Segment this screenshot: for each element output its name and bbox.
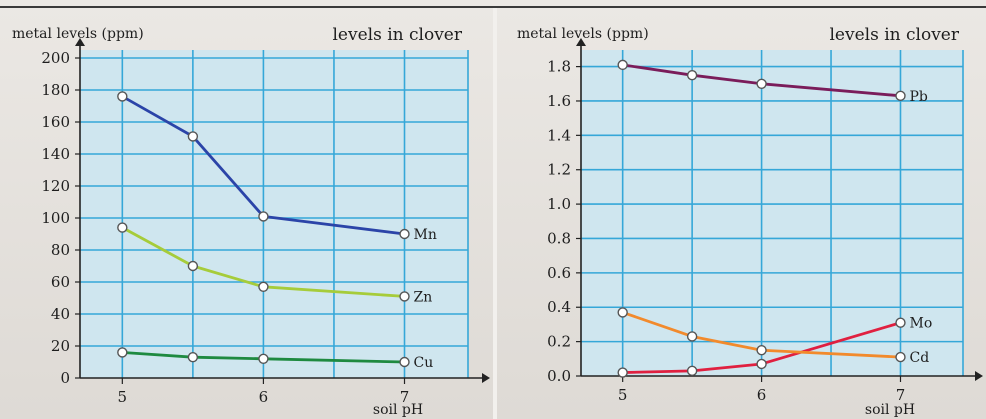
plot-area bbox=[581, 50, 963, 376]
y-tick-label: 1.8 bbox=[547, 58, 571, 76]
data-point-cd bbox=[686, 331, 698, 342]
data-point-cd bbox=[756, 345, 767, 356]
y-tick-label: 0 bbox=[60, 369, 70, 387]
x-tick-label: 6 bbox=[259, 388, 269, 406]
y-tick-label: 1.4 bbox=[547, 126, 571, 144]
series-label-mn: Mn bbox=[414, 227, 437, 243]
y-axis-arrow bbox=[576, 38, 586, 46]
data-point-cu bbox=[399, 356, 410, 368]
series-label-cd: Cd bbox=[909, 350, 929, 366]
data-point-zn bbox=[187, 260, 199, 272]
y-tick-label: 0.4 bbox=[547, 298, 571, 316]
y-tick-label: 0.0 bbox=[547, 367, 571, 385]
series-label-mo: Mo bbox=[909, 316, 932, 332]
x-axis-label: soil pH bbox=[865, 402, 915, 418]
data-point-pb bbox=[617, 59, 628, 71]
y-tick-label: 60 bbox=[51, 273, 70, 291]
data-point-zn bbox=[117, 222, 128, 233]
chart-panel-left: 0 20 40 60 80 100 120 140 160 180 200 5 6 7 metal leve… bbox=[0, 10, 493, 419]
chart-right: 0.0 0.2 0.4 0.6 0.8 1.0 1.2 1.4 1.6 1.8 5 6 7 metal l… bbox=[517, 25, 983, 418]
y-tick-label: 20 bbox=[51, 337, 70, 355]
series-line-zn bbox=[121, 226, 405, 298]
plot-area bbox=[80, 50, 468, 378]
series-line-cu bbox=[122, 351, 405, 364]
x-tick-label: 5 bbox=[618, 386, 628, 404]
series-label-zn: Zn bbox=[414, 289, 433, 305]
chart-left: 0 20 40 60 80 100 120 140 160 180 200 5 6 7 metal leve… bbox=[12, 25, 490, 418]
y-tick-label: 0.8 bbox=[547, 229, 571, 247]
data-point-zn bbox=[399, 291, 410, 302]
data-point-mn bbox=[187, 131, 199, 142]
y-tick-label: 140 bbox=[41, 145, 70, 163]
y-axis-label: metal levels (ppm) bbox=[517, 26, 649, 42]
y-tick-label: 1.0 bbox=[547, 195, 571, 213]
y-tick-label: 0.2 bbox=[547, 333, 571, 351]
y-tick-label: 80 bbox=[51, 241, 70, 259]
y-tick-label: 160 bbox=[41, 113, 70, 131]
y-tick-label: 180 bbox=[41, 81, 70, 99]
y-axis-label: metal levels (ppm) bbox=[12, 26, 144, 42]
series-line-mn bbox=[121, 95, 405, 236]
data-point-mn bbox=[117, 91, 128, 102]
data-point-cu bbox=[187, 352, 199, 363]
x-tick-label: 7 bbox=[896, 386, 906, 404]
chart-panel-right: 0.0 0.2 0.4 0.6 0.8 1.0 1.2 1.4 1.6 1.8 5 6 7 metal l… bbox=[497, 10, 986, 419]
data-point-mo bbox=[895, 317, 906, 328]
data-point-zn bbox=[258, 281, 269, 292]
series-label-pb: Pb bbox=[909, 89, 927, 105]
y-tick-label: 120 bbox=[41, 177, 70, 195]
y-tick-label: 200 bbox=[41, 49, 70, 67]
y-tick-label: 40 bbox=[51, 305, 70, 323]
top-rule bbox=[0, 6, 986, 8]
y-tick-label: 0.6 bbox=[547, 264, 571, 282]
y-tick-label: 1.2 bbox=[547, 161, 571, 179]
data-point-cu bbox=[258, 353, 269, 364]
y-tick-label: 100 bbox=[41, 209, 70, 227]
data-point-mo bbox=[756, 358, 767, 370]
series-line-cd bbox=[622, 311, 901, 359]
x-axis-arrow bbox=[975, 371, 983, 381]
series-line-pb bbox=[622, 63, 901, 98]
panel-divider bbox=[493, 8, 497, 419]
data-point-cu bbox=[117, 347, 128, 358]
x-axis-label: soil pH bbox=[373, 402, 423, 418]
data-point-cd bbox=[895, 351, 906, 363]
data-point-mo bbox=[617, 367, 628, 378]
series-line-mo bbox=[622, 321, 901, 374]
data-point-pb bbox=[686, 69, 698, 81]
chart-title: levels in clover bbox=[332, 25, 462, 45]
chart-title: levels in clover bbox=[829, 25, 959, 45]
data-point-mn bbox=[258, 211, 269, 222]
x-tick-label: 7 bbox=[400, 388, 410, 406]
data-point-pb bbox=[895, 90, 906, 102]
y-axis-arrow bbox=[75, 38, 85, 46]
series-label-cu: Cu bbox=[414, 355, 434, 371]
x-tick-label: 5 bbox=[118, 388, 128, 406]
x-tick-label: 6 bbox=[757, 386, 767, 404]
data-point-mn bbox=[399, 228, 410, 240]
data-point-cd bbox=[617, 307, 628, 318]
data-point-pb bbox=[756, 78, 767, 89]
x-axis-arrow bbox=[482, 373, 490, 383]
y-tick-label: 1.6 bbox=[547, 92, 571, 110]
data-point-mo bbox=[686, 365, 698, 377]
